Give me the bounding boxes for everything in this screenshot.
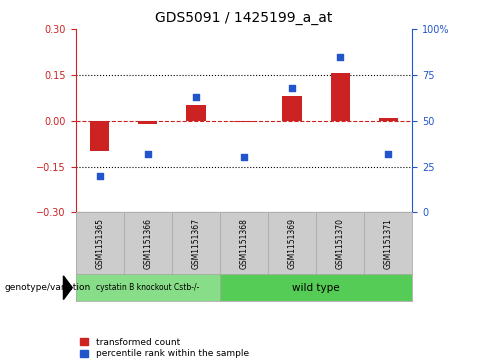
Text: GSM1151368: GSM1151368 [240,218,248,269]
Point [144,151,152,156]
Point [192,94,200,100]
Text: cystatin B knockout Cstb-/-: cystatin B knockout Cstb-/- [96,283,200,292]
Point [288,85,296,91]
Point [240,155,248,160]
Bar [90,121,109,151]
Bar [283,96,302,121]
Text: GSM1151366: GSM1151366 [143,218,152,269]
Text: wild type: wild type [292,283,340,293]
Polygon shape [63,276,72,299]
Text: GSM1151365: GSM1151365 [95,218,104,269]
Text: GSM1151370: GSM1151370 [336,218,345,269]
Bar [138,121,158,124]
Bar [234,121,254,122]
Text: genotype/variation: genotype/variation [5,283,91,292]
Text: GSM1151367: GSM1151367 [191,218,201,269]
Point [96,173,103,179]
Text: GSM1151369: GSM1151369 [287,218,297,269]
Text: GSM1151371: GSM1151371 [384,218,393,269]
Point [336,54,344,60]
Point [385,151,392,156]
Bar [330,73,350,121]
Title: GDS5091 / 1425199_a_at: GDS5091 / 1425199_a_at [155,11,333,25]
Legend: transformed count, percentile rank within the sample: transformed count, percentile rank withi… [80,338,248,359]
Bar [379,118,398,121]
Bar [186,105,205,121]
